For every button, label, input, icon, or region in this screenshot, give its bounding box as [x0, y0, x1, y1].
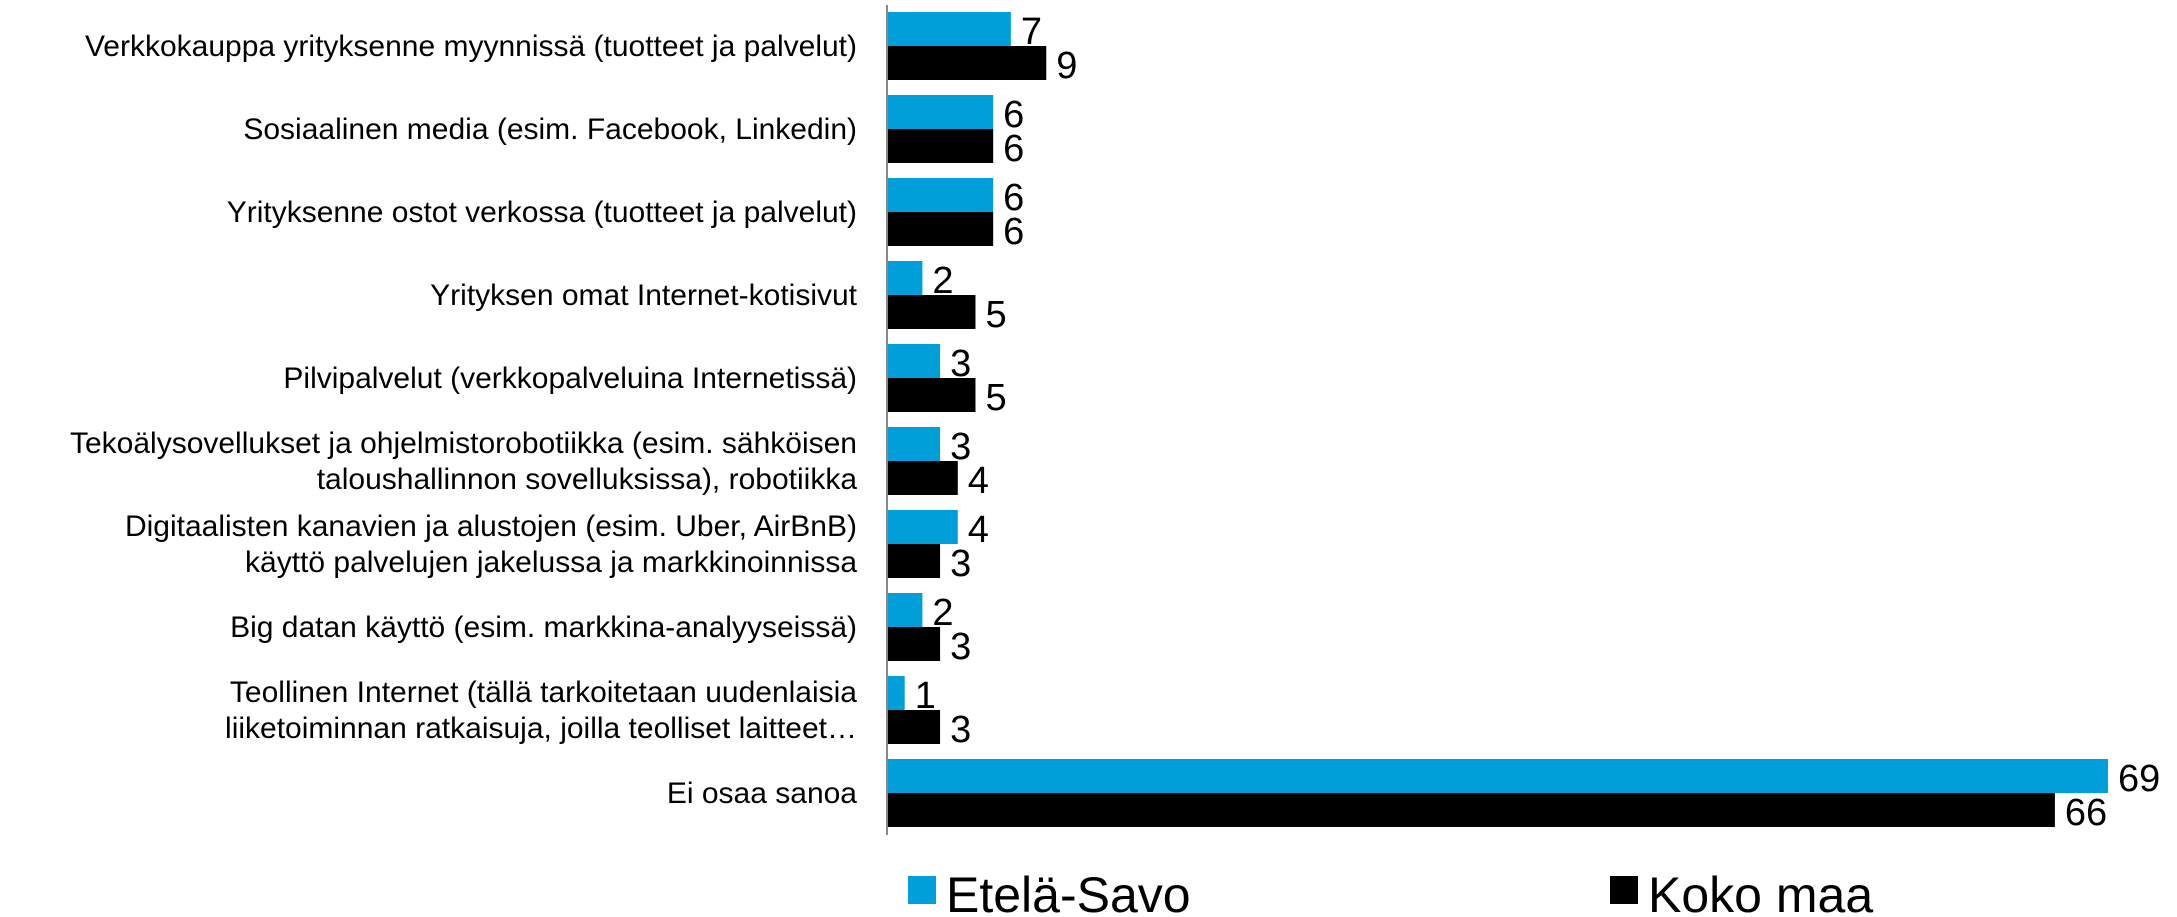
legend-item-etela-savo: Etelä-Savo	[908, 867, 1191, 917]
legend-label-koko-maa: Koko maa	[1648, 867, 1873, 917]
category-label-line: Big datan käyttö (esim. markkina-analyys…	[230, 611, 857, 644]
category-label-line: Ei osaa sanoa	[667, 777, 857, 810]
category-label: Sosiaalinen media (esim. Facebook, Linke…	[243, 113, 857, 146]
category-label-line: Digitaalisten kanavien ja alustojen (esi…	[125, 510, 857, 543]
data-label: 6	[1003, 177, 1024, 219]
category-label: Tekoälysovellukset ja ohjelmistorobotiik…	[70, 427, 857, 496]
bar-etela-savo	[887, 261, 923, 295]
legend-item-koko-maa: Koko maa	[1610, 867, 1873, 917]
category-label: Ei osaa sanoa	[667, 777, 857, 810]
bar-koko-maa	[887, 212, 994, 246]
data-label: 6	[1003, 211, 1024, 253]
data-label: 2	[932, 260, 953, 302]
data-label: 6	[1003, 94, 1024, 136]
category-label-line: taloushallinnon sovelluksissa), robotiik…	[317, 463, 858, 496]
legend-swatch-etela-savo	[908, 876, 936, 904]
data-label: 2	[932, 592, 953, 634]
category-label: Yrityksenne ostot verkossa (tuotteet ja …	[227, 196, 857, 229]
bar-koko-maa	[887, 378, 976, 412]
data-label: 3	[950, 626, 971, 668]
bar-koko-maa	[887, 46, 1047, 80]
data-label: 69	[2118, 758, 2160, 800]
bar-koko-maa	[887, 544, 941, 578]
category-label-line: Yrityksen omat Internet-kotisivut	[430, 279, 857, 312]
bars	[887, 12, 2108, 827]
bar-etela-savo	[887, 95, 994, 129]
category-label-line: Verkkokauppa yrityksenne myynnissä (tuot…	[85, 30, 857, 63]
bar-etela-savo	[887, 510, 958, 544]
bar-koko-maa	[887, 129, 994, 163]
category-labels: Verkkokauppa yrityksenne myynnissä (tuot…	[70, 30, 858, 810]
legend: Etelä-Savo Koko maa	[908, 867, 1873, 917]
data-label: 7	[1021, 11, 1042, 53]
data-label: 5	[985, 377, 1006, 419]
category-label: Big datan käyttö (esim. markkina-analyys…	[230, 611, 857, 644]
category-label-line: käyttö palvelujen jakelussa ja markkinoi…	[245, 546, 857, 579]
bar-etela-savo	[887, 593, 923, 627]
data-label: 4	[968, 460, 989, 502]
category-label: Verkkokauppa yrityksenne myynnissä (tuot…	[85, 30, 857, 63]
legend-label-etela-savo: Etelä-Savo	[946, 867, 1191, 917]
data-label: 1	[915, 675, 936, 717]
bar-etela-savo	[887, 427, 941, 461]
bar-etela-savo	[887, 12, 1011, 46]
bar-koko-maa	[887, 461, 958, 495]
category-label-line: liiketoiminnan ratkaisuja, joilla teolli…	[225, 712, 857, 745]
bar-etela-savo	[887, 178, 994, 212]
data-label: 66	[2065, 792, 2107, 834]
data-label: 3	[950, 343, 971, 385]
bar-etela-savo	[887, 759, 2108, 793]
bar-etela-savo	[887, 344, 941, 378]
category-label: Pilvipalvelut (verkkopalveluina Internet…	[283, 362, 857, 395]
bar-etela-savo	[887, 676, 905, 710]
category-label: Yrityksen omat Internet-kotisivut	[430, 279, 857, 312]
category-label: Teollinen Internet (tällä tarkoitetaan u…	[225, 676, 857, 745]
bar-koko-maa	[887, 710, 941, 744]
bar-koko-maa	[887, 295, 976, 329]
legend-swatch-koko-maa	[1610, 876, 1638, 904]
category-label-line: Yrityksenne ostot verkossa (tuotteet ja …	[227, 196, 857, 229]
data-label: 4	[968, 509, 989, 551]
category-label-line: Teollinen Internet (tällä tarkoitetaan u…	[230, 676, 857, 709]
data-label: 3	[950, 709, 971, 751]
category-label: Digitaalisten kanavien ja alustojen (esi…	[125, 510, 857, 579]
data-label: 3	[950, 543, 971, 585]
data-label: 5	[985, 294, 1006, 336]
bar-koko-maa	[887, 627, 941, 661]
category-label-line: Sosiaalinen media (esim. Facebook, Linke…	[243, 113, 857, 146]
data-label: 6	[1003, 128, 1024, 170]
bar-koko-maa	[887, 793, 2055, 827]
data-label: 3	[950, 426, 971, 468]
category-label-line: Pilvipalvelut (verkkopalveluina Internet…	[283, 362, 857, 395]
data-label: 9	[1056, 45, 1077, 87]
category-label-line: Tekoälysovellukset ja ohjelmistorobotiik…	[70, 427, 857, 460]
